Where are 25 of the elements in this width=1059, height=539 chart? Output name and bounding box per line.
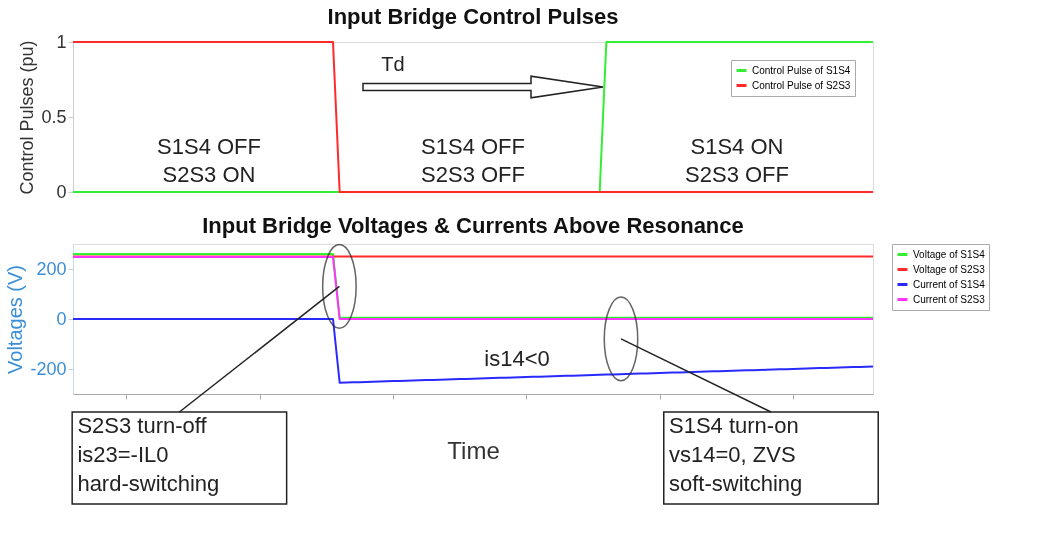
y-tick-label: 200 — [36, 258, 67, 279]
annotation: Td — [381, 53, 405, 75]
text: S2S3 turn-off is23=-IL0 hard-switching — [77, 413, 220, 496]
annotation: S1S4 OFF S2S3 ON — [157, 134, 261, 187]
chart-title: Input Bridge Voltages & Currents Above Resonance — [202, 212, 744, 238]
legend-label: Voltage of S1S4 — [913, 248, 986, 260]
legend-label: Current of S2S3 — [913, 293, 986, 305]
x-axis-title: Time — [447, 437, 500, 464]
line-series — [72, 318, 874, 384]
legend-label: Control Pulse of S2S3 — [752, 79, 851, 91]
y-tick-label: 1 — [56, 31, 67, 52]
annotation: is14<0 — [484, 346, 550, 372]
y-tick-label: 0 — [56, 181, 67, 202]
annotation: S1S4 ON S2S3 OFF — [685, 134, 789, 187]
y-axis-title: Control Pulses (pu) — [17, 40, 38, 195]
text: S1S4 turn-on vs14=0, ZVS soft-switching — [669, 413, 803, 496]
annotation: S1S4 OFF S2S3 OFF — [421, 134, 525, 187]
y-tick-label: 0 — [56, 308, 67, 329]
y-axis-title: Voltages (V) — [4, 265, 27, 374]
y-tick-label: 0.5 — [41, 106, 67, 127]
legend-label: Current of S1S4 — [913, 278, 986, 290]
legend-label: Control Pulse of S1S4 — [752, 64, 851, 76]
legend-label: Voltage of S2S3 — [913, 263, 986, 275]
chart-title: Input Bridge Control Pulses — [327, 4, 619, 29]
y-tick-label: -200 — [30, 358, 67, 379]
